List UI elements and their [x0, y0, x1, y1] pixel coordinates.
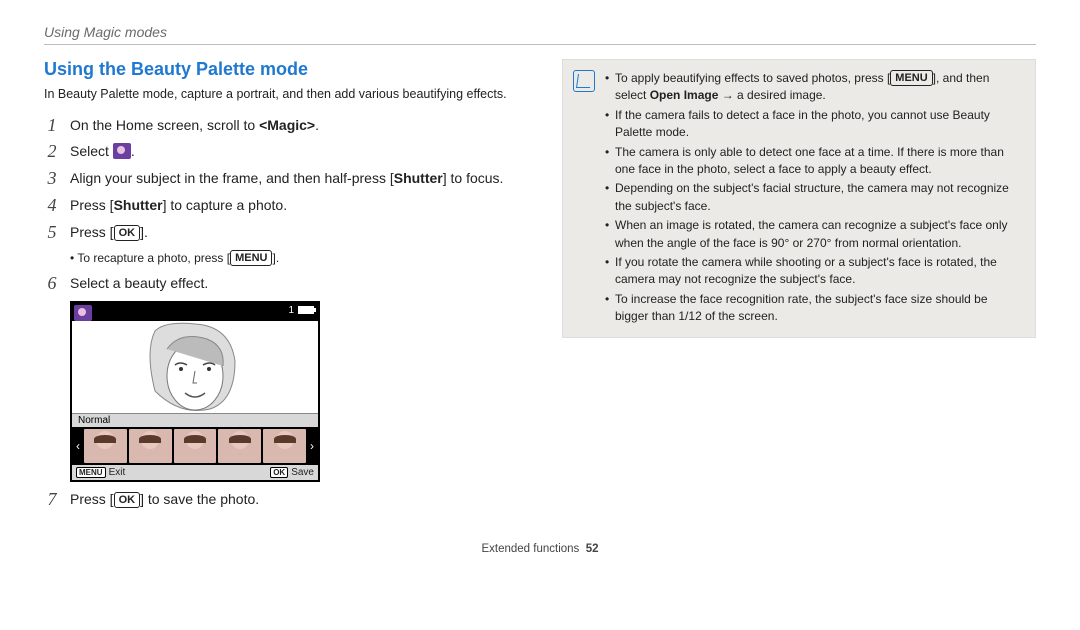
step-text: Select . — [70, 142, 534, 161]
save-label: Save — [291, 467, 314, 478]
intro-text: In Beauty Palette mode, capture a portra… — [44, 86, 534, 104]
step-number: 3 — [44, 169, 60, 188]
save-group: OK Save — [270, 467, 314, 478]
steps-list-cont: 6 Select a beauty effect. — [44, 274, 534, 293]
face-illustration — [125, 321, 265, 413]
effect-thumb — [174, 429, 217, 463]
step-text: Select a beauty effect. — [70, 274, 534, 293]
lcd-face-area — [72, 321, 318, 413]
note-item: Depending on the subject's facial struct… — [605, 180, 1023, 215]
step-number: 4 — [44, 196, 60, 215]
step-number: 5 — [44, 223, 60, 242]
steps-list: 1 On the Home screen, scroll to <Magic>.… — [44, 116, 534, 242]
ok-button-icon: OK — [114, 492, 141, 508]
lcd-status-bar: 1 — [72, 303, 318, 321]
right-column: To apply beautifying effects to saved ph… — [562, 59, 1036, 517]
menu-button-icon: MENU — [230, 250, 272, 266]
beauty-mode-icon — [113, 143, 131, 159]
note-icon — [573, 70, 595, 92]
step-5: 5 Press [OK]. — [44, 223, 534, 242]
content-columns: Using the Beauty Palette mode In Beauty … — [44, 59, 1036, 517]
note-item: The camera is only able to detect one fa… — [605, 144, 1023, 179]
effect-label: Normal — [72, 413, 318, 427]
step-number: 6 — [44, 274, 60, 293]
lcd-bottom-bar: MENU Exit OK Save — [72, 465, 318, 480]
effect-thumb — [263, 429, 306, 463]
step-number: 7 — [44, 490, 60, 509]
note-item: To apply beautifying effects to saved ph… — [605, 70, 1023, 105]
steps-list-end: 7 Press [OK] to save the photo. — [44, 490, 534, 509]
step-number: 1 — [44, 116, 60, 135]
note-box: To apply beautifying effects to saved ph… — [562, 59, 1036, 338]
effect-thumb — [218, 429, 261, 463]
divider — [44, 44, 1036, 45]
exit-group: MENU Exit — [76, 467, 125, 478]
page-number: 52 — [586, 543, 599, 555]
manual-page: Using Magic modes Using the Beauty Palet… — [0, 0, 1080, 555]
step-4: 4 Press [Shutter] to capture a photo. — [44, 196, 534, 215]
step-7: 7 Press [OK] to save the photo. — [44, 490, 534, 509]
page-footer: Extended functions 52 — [44, 543, 1036, 555]
ok-button-icon: OK — [114, 225, 141, 241]
battery-icon — [298, 306, 314, 314]
effect-thumb — [84, 429, 127, 463]
effect-thumb — [129, 429, 172, 463]
footer-label: Extended functions — [481, 543, 579, 555]
camera-lcd-preview: 1 — [70, 301, 320, 482]
step-text: Align your subject in the frame, and the… — [70, 169, 534, 188]
step-3: 3 Align your subject in the frame, and t… — [44, 169, 534, 188]
chevron-right-icon: › — [308, 439, 316, 453]
page-title: Using the Beauty Palette mode — [44, 59, 534, 80]
menu-button-icon: MENU — [76, 467, 106, 478]
step-6: 6 Select a beauty effect. — [44, 274, 534, 293]
step-text: Press [Shutter] to capture a photo. — [70, 196, 534, 215]
ok-button-icon: OK — [270, 467, 288, 478]
shot-count: 1 — [288, 305, 294, 316]
step-text: Press [OK] to save the photo. — [70, 490, 534, 509]
menu-button-icon: MENU — [890, 70, 932, 86]
beauty-mode-icon — [74, 305, 92, 321]
step-text: On the Home screen, scroll to <Magic>. — [70, 116, 534, 135]
step-1: 1 On the Home screen, scroll to <Magic>. — [44, 116, 534, 135]
note-item: If you rotate the camera while shooting … — [605, 254, 1023, 289]
step-5-sub: To recapture a photo, press [MENU]. — [70, 250, 534, 266]
lcd-indicators: 1 — [288, 305, 314, 316]
exit-label: Exit — [109, 467, 126, 478]
step-number: 2 — [44, 142, 60, 161]
step-text: Press [OK]. — [70, 223, 534, 242]
left-column: Using the Beauty Palette mode In Beauty … — [44, 59, 534, 517]
effect-thumbnails: ‹ › — [72, 427, 318, 465]
section-label: Using Magic modes — [44, 24, 1036, 40]
note-item: When an image is rotated, the camera can… — [605, 217, 1023, 252]
chevron-left-icon: ‹ — [74, 439, 82, 453]
step-2: 2 Select . — [44, 142, 534, 161]
note-item: To increase the face recognition rate, t… — [605, 291, 1023, 326]
note-item: If the camera fails to detect a face in … — [605, 107, 1023, 142]
note-list: To apply beautifying effects to saved ph… — [605, 70, 1023, 327]
